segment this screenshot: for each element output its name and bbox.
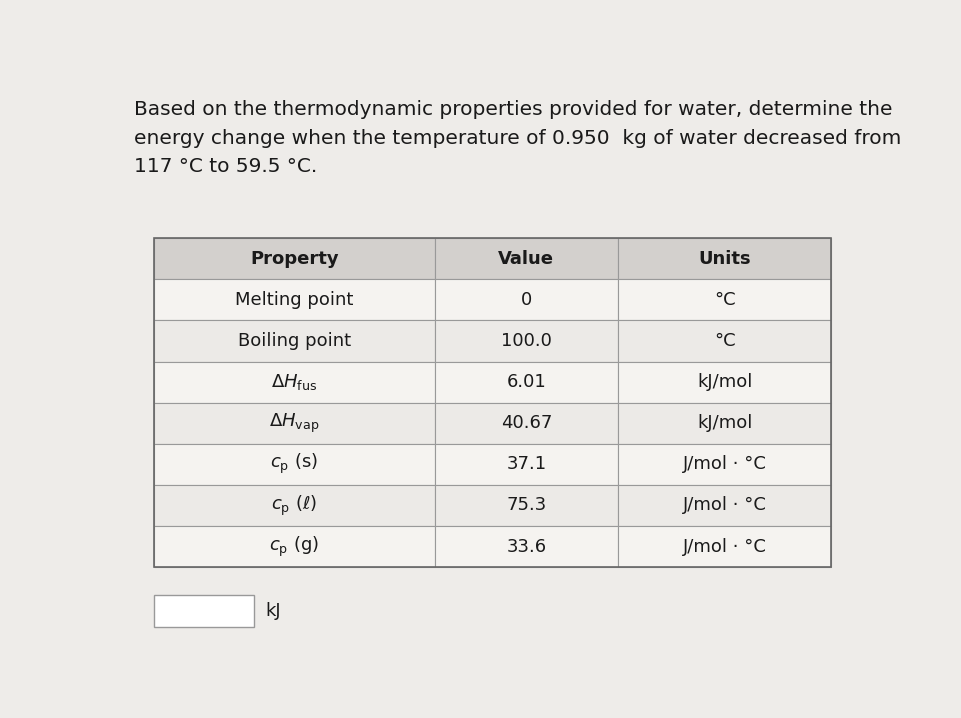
Text: 0: 0 bbox=[521, 291, 532, 309]
Text: 37.1: 37.1 bbox=[506, 455, 547, 473]
Bar bbox=[154, 362, 435, 403]
Bar bbox=[435, 403, 618, 444]
Bar bbox=[435, 238, 618, 279]
Text: Melting point: Melting point bbox=[235, 291, 354, 309]
Text: Property: Property bbox=[250, 250, 338, 268]
Bar bbox=[435, 526, 618, 567]
Bar bbox=[154, 238, 435, 279]
Bar bbox=[435, 320, 618, 362]
Bar bbox=[618, 279, 831, 320]
Text: $c_{\mathregular{p}}\ \mathregular{(g)}$: $c_{\mathregular{p}}\ \mathregular{(g)}$ bbox=[269, 534, 319, 559]
Text: J/mol · °C: J/mol · °C bbox=[682, 455, 767, 473]
Text: energy change when the temperature of 0.950  kg of water decreased from: energy change when the temperature of 0.… bbox=[134, 129, 900, 148]
Text: Units: Units bbox=[699, 250, 751, 268]
Text: Value: Value bbox=[499, 250, 554, 268]
Text: Boiling point: Boiling point bbox=[237, 332, 351, 350]
Text: 6.01: 6.01 bbox=[506, 373, 546, 391]
Bar bbox=[618, 320, 831, 362]
Text: kJ/mol: kJ/mol bbox=[697, 373, 752, 391]
Text: 117 °C to 59.5 °C.: 117 °C to 59.5 °C. bbox=[134, 157, 317, 177]
Bar bbox=[618, 362, 831, 403]
Text: 33.6: 33.6 bbox=[506, 538, 547, 556]
Bar bbox=[618, 444, 831, 485]
Bar bbox=[154, 320, 435, 362]
Text: $\Delta H_{\mathregular{fus}}$: $\Delta H_{\mathregular{fus}}$ bbox=[271, 372, 317, 392]
Text: °C: °C bbox=[714, 291, 735, 309]
Bar bbox=[435, 362, 618, 403]
Bar bbox=[154, 595, 254, 627]
Bar bbox=[154, 238, 831, 567]
Text: $c_{\mathregular{p}}\ \mathregular{(\ell)}$: $c_{\mathregular{p}}\ \mathregular{(\ell… bbox=[271, 493, 317, 518]
Text: kJ: kJ bbox=[265, 602, 281, 620]
Text: 40.67: 40.67 bbox=[501, 414, 552, 432]
Text: °C: °C bbox=[714, 332, 735, 350]
Text: Based on the thermodynamic properties provided for water, determine the: Based on the thermodynamic properties pr… bbox=[134, 100, 892, 119]
Bar bbox=[618, 403, 831, 444]
Text: J/mol · °C: J/mol · °C bbox=[682, 538, 767, 556]
Bar bbox=[435, 444, 618, 485]
Bar bbox=[435, 485, 618, 526]
Text: 75.3: 75.3 bbox=[506, 496, 547, 515]
Bar bbox=[154, 279, 435, 320]
Text: $c_{\mathregular{p}}\ \mathregular{(s)}$: $c_{\mathregular{p}}\ \mathregular{(s)}$ bbox=[270, 452, 318, 477]
Bar bbox=[154, 444, 435, 485]
Bar bbox=[154, 485, 435, 526]
Bar bbox=[154, 403, 435, 444]
Text: kJ/mol: kJ/mol bbox=[697, 414, 752, 432]
Bar bbox=[618, 526, 831, 567]
Bar bbox=[618, 485, 831, 526]
Bar bbox=[154, 526, 435, 567]
Text: 100.0: 100.0 bbox=[501, 332, 552, 350]
Text: J/mol · °C: J/mol · °C bbox=[682, 496, 767, 515]
Bar bbox=[618, 238, 831, 279]
Bar bbox=[435, 279, 618, 320]
Text: $\Delta H_{\mathregular{vap}}$: $\Delta H_{\mathregular{vap}}$ bbox=[269, 411, 319, 435]
